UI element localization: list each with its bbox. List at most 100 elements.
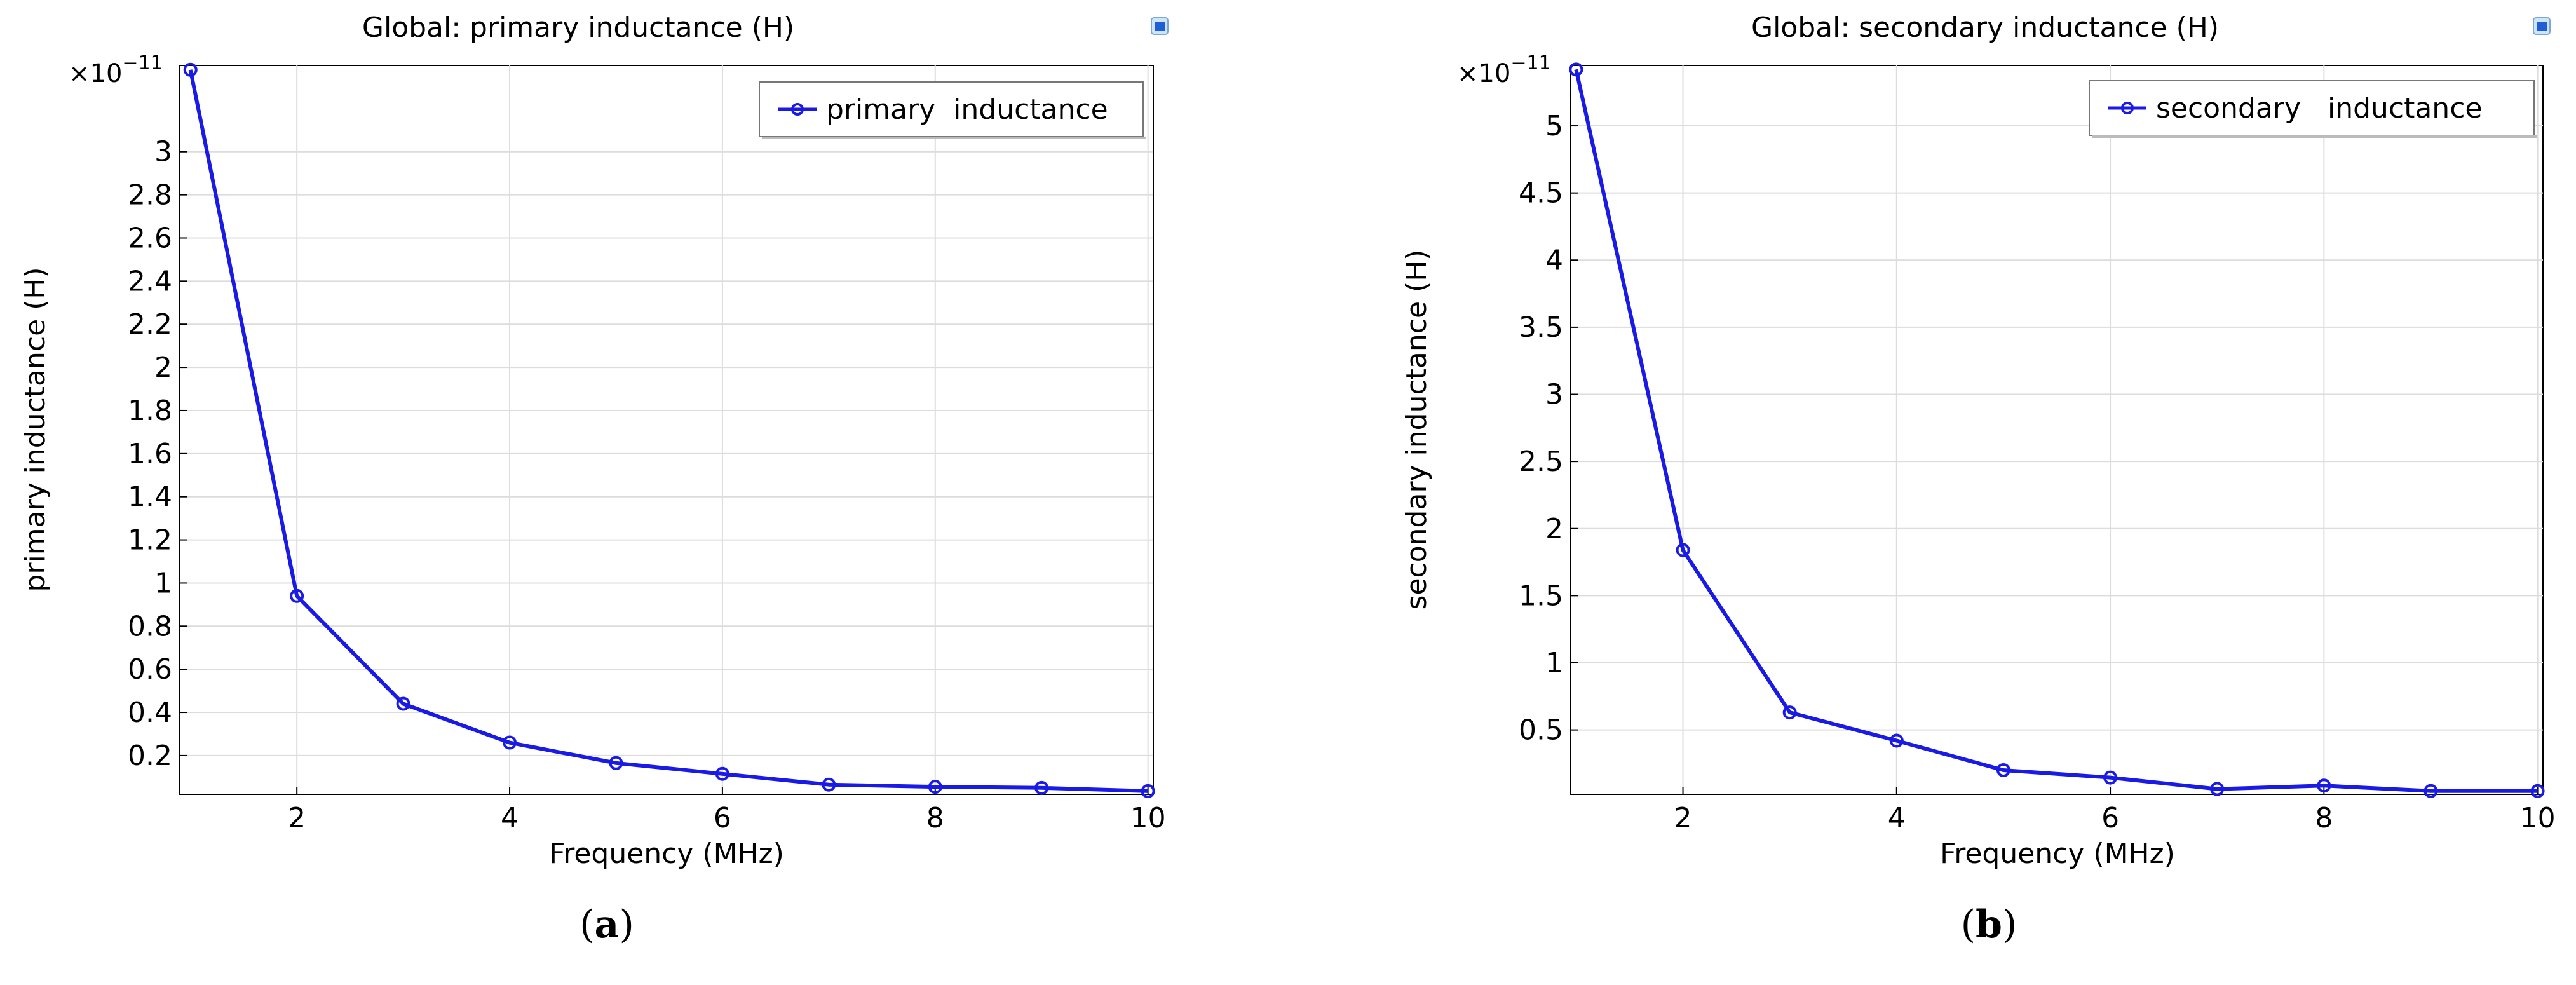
expand-icon-fill: [2537, 22, 2547, 31]
plot-frame: [1570, 65, 2544, 795]
y-tick-label: 3: [1545, 379, 1563, 411]
panel-caption-letter: a: [594, 902, 620, 947]
x-tick-label: 6: [2101, 802, 2119, 834]
data-point: [1141, 784, 1155, 798]
data-point: [503, 735, 517, 750]
data-point: [2317, 778, 2331, 793]
y-tick-label: 1: [154, 567, 172, 599]
legend-label: secondary inductance: [2156, 92, 2482, 125]
data-point: [2530, 784, 2545, 798]
grid-lines: [1571, 65, 2543, 794]
y-tick-label: 2: [1545, 513, 1563, 545]
legend-label: primary inductance: [826, 93, 1108, 126]
data-point: [183, 62, 198, 77]
data-point: [1676, 543, 1690, 557]
y-tick-label: 1.4: [128, 481, 172, 513]
legend-frame: [2089, 80, 2535, 136]
y-tick-label: 2.2: [128, 308, 172, 341]
y-tick-label: 2.8: [128, 179, 172, 212]
series-group: [1569, 62, 2545, 798]
x-axis-label: Frequency (MHz): [1940, 838, 2175, 870]
chart-a-svg: Global: primary inductance (H) 2 4 6 8 10 0.…: [19, 11, 1169, 870]
y-tick-label: 0.2: [128, 740, 172, 772]
expand-icon[interactable]: [1151, 17, 1169, 35]
y-tick-label: 3.5: [1519, 311, 1563, 344]
legend-marker-swatch: [2121, 102, 2134, 114]
y-tick-label: 1.8: [128, 395, 172, 427]
y-axis-label: secondary inductance (H): [1400, 250, 1433, 610]
y-exponent-power: −11: [122, 52, 162, 74]
series-line: [1574, 69, 2538, 793]
chart-b-svg: Global: secondary inductance (H) 2 4 6 8 10 …: [1400, 11, 2556, 870]
data-point: [1782, 705, 1797, 720]
data-point: [1569, 62, 1583, 77]
chart-panel-b: Global: secondary inductance (H) 2 4 6 8 10 …: [1392, 0, 2576, 982]
series-group: [183, 62, 1155, 798]
data-point: [928, 780, 942, 794]
y-exponent-power: −11: [1510, 52, 1550, 74]
chart-title: Global: secondary inductance (H): [1751, 11, 2219, 44]
y-tick-label: 0.8: [128, 610, 172, 642]
chart-title: Global: primary inductance (H): [362, 11, 794, 44]
data-point: [1034, 780, 1049, 795]
plot-frame: [179, 65, 1154, 795]
y-tick-label: 5: [1545, 110, 1563, 142]
series-line: [188, 69, 1148, 793]
data-point: [2103, 770, 2118, 785]
x-tick-label: 4: [1888, 802, 1906, 834]
y-tick-label: 1: [1545, 647, 1563, 679]
legend: primary inductance: [759, 81, 1146, 139]
data-point: [290, 588, 304, 603]
x-tick-label: 10: [2520, 802, 2556, 834]
panel-caption: (b): [1960, 902, 2017, 947]
data-point: [396, 696, 410, 711]
y-tick-label: 4.5: [1519, 177, 1563, 210]
y-tick-label: 2.4: [128, 265, 172, 297]
y-tick-label: 1.2: [128, 524, 172, 557]
expand-icon-fill: [1155, 22, 1165, 31]
y-axis-label: primary inductance (H): [19, 267, 51, 592]
y-exponent-base: ×10: [69, 59, 122, 88]
y-tick-label: 1.5: [1519, 580, 1563, 612]
y-exponent-label: ×10−11: [1457, 52, 1551, 88]
y-tick-label: 4: [1545, 244, 1563, 276]
y-ticks: 0.5 1 1.5 2 2.5 3 3.5 4 4.5 5: [1519, 110, 1578, 747]
y-tick-label: 2.5: [1519, 445, 1563, 478]
legend: secondary inductance: [2089, 80, 2537, 138]
x-tick-label: 10: [1130, 802, 1166, 834]
y-ticks: 0.2 0.4 0.6 0.8 1 1.2 1.4 1.6 1.8 2 2.2 2.4 2.6 2.8 3: [128, 136, 187, 772]
chart-panel-a: Global: primary inductance (H) 2 4 6 8 10 0.…: [0, 0, 1288, 982]
y-tick-label: 0.5: [1519, 714, 1563, 747]
x-tick-label: 2: [288, 802, 306, 834]
legend-frame-shadow: [762, 137, 1146, 139]
y-tick-label: 2.6: [128, 222, 172, 254]
y-exponent-base: ×10: [1457, 59, 1510, 88]
y-exponent-label: ×10−11: [69, 52, 163, 88]
x-tick-label: 8: [926, 802, 944, 834]
y-tick-label: 0.6: [128, 653, 172, 686]
x-tick-label: 6: [714, 802, 731, 834]
data-point: [1889, 733, 1904, 748]
y-tick-label: 2: [154, 351, 172, 384]
data-point: [822, 777, 836, 792]
panel-caption-letter: b: [1976, 902, 2002, 947]
y-tick-label: 0.4: [128, 696, 172, 729]
x-axis-label: Frequency (MHz): [549, 838, 784, 870]
data-point: [1996, 763, 2010, 777]
x-ticks: 2 4 6 8 10: [1674, 787, 2556, 834]
grid-lines: [180, 65, 1153, 794]
data-point: [2210, 782, 2225, 796]
y-tick-label: 3: [154, 136, 172, 168]
legend-frame: [759, 81, 1144, 137]
x-tick-label: 4: [501, 802, 519, 834]
data-point: [715, 766, 729, 781]
legend-marker-swatch: [791, 103, 804, 116]
data-point: [2423, 784, 2438, 798]
x-ticks: 2 4 6 8 10: [288, 787, 1166, 834]
legend-frame-shadow: [2092, 135, 2537, 138]
x-tick-label: 2: [1674, 802, 1692, 834]
data-point: [609, 756, 623, 770]
panel-caption: (a): [580, 902, 634, 947]
x-tick-label: 8: [2315, 802, 2333, 834]
expand-icon[interactable]: [2533, 17, 2551, 35]
